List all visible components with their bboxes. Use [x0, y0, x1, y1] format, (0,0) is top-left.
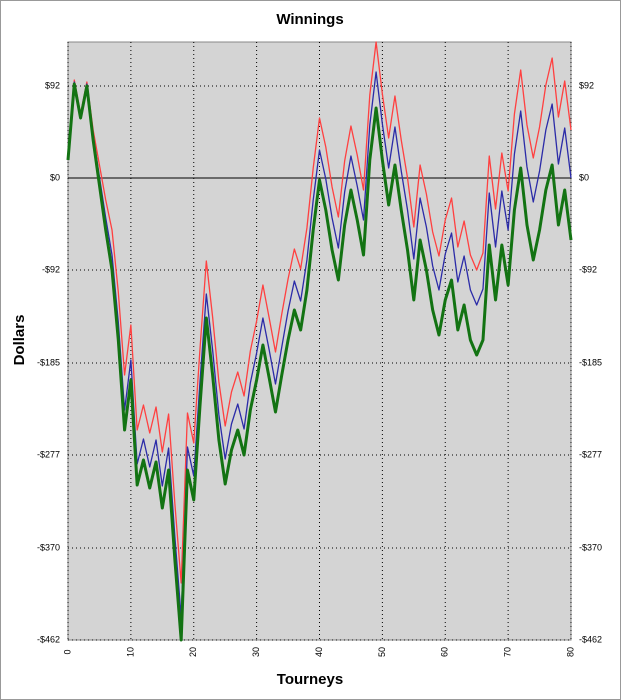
y-tick-label-right: $92	[579, 80, 594, 90]
y-tick-label: -$370	[37, 542, 60, 552]
y-tick-label-right: -$185	[579, 357, 602, 367]
chart-title: Winnings	[276, 11, 343, 28]
series-line	[67, 71, 572, 618]
x-tick-label: 0	[62, 649, 72, 654]
y-tick-label: $0	[50, 172, 60, 182]
plot-area	[67, 41, 572, 641]
y-tick-label-right: -$277	[579, 449, 602, 459]
y-axis-label: Dollars	[11, 315, 28, 366]
x-tick-label: 70	[503, 647, 513, 657]
x-tick-label: 60	[440, 647, 450, 657]
y-tick-label-right: -$92	[579, 264, 597, 274]
y-tick-label: -$277	[37, 449, 60, 459]
y-tick-label-right: -$462	[579, 634, 602, 644]
y-tick-label: -$185	[37, 357, 60, 367]
x-tick-label: 80	[565, 647, 575, 657]
y-tick-label: -$462	[37, 634, 60, 644]
series-line	[67, 41, 572, 584]
y-tick-label-right: -$370	[579, 542, 602, 552]
x-tick-label: 50	[377, 647, 387, 657]
x-axis-label: Tourneys	[277, 671, 343, 688]
y-tick-label: -$92	[42, 264, 60, 274]
series-line	[66, 82, 573, 642]
y-tick-label: $92	[45, 80, 60, 90]
x-tick-label: 30	[251, 647, 261, 657]
x-tick-label: 40	[314, 647, 324, 657]
x-tick-label: 10	[125, 647, 135, 657]
y-tick-label-right: $0	[579, 172, 589, 182]
x-tick-label: 20	[188, 647, 198, 657]
